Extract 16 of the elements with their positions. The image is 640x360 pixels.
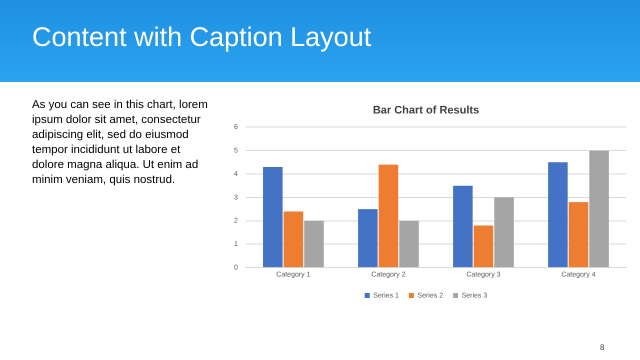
bar [378,164,398,268]
chart-title: Bar Chart of Results [372,104,480,117]
bar [494,197,514,268]
bar [589,150,609,268]
bar [568,202,588,268]
bar [263,166,283,268]
text: As you can see in this chart, lorem ipsum dolor sit amet, consectetur adipiscing elit, sed do eiusmod tempor incididunt ut labore et dolore magna aliqua. Ut enim ad minim veniam, quis nostrud. [32,98,209,188]
bar [453,186,473,268]
bar [474,225,494,268]
bar [548,162,568,268]
bar [304,220,324,268]
text: Content with Caption Layout [32,22,372,53]
bar [358,209,378,268]
text: 8 [600,343,604,352]
bar [399,220,419,268]
bar [284,211,304,268]
